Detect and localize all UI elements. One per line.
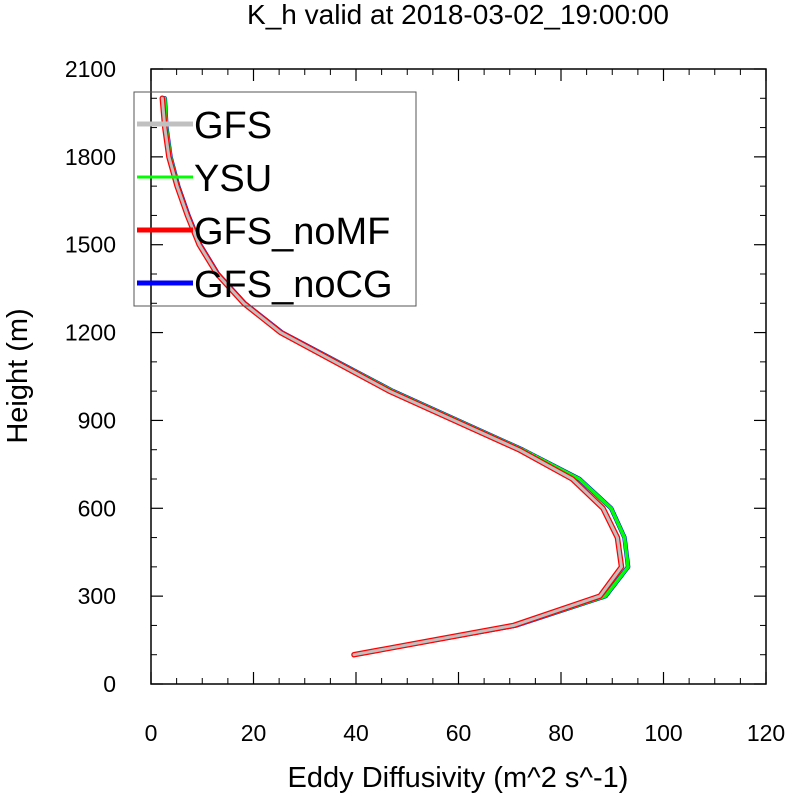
y-tick-label: 1200 (65, 320, 116, 346)
y-tick-label: 1500 (65, 232, 116, 258)
legend-label-gfs: GFS (194, 105, 272, 147)
plot-lines (159, 95, 631, 658)
legend-label-ysu: YSU (194, 158, 272, 200)
chart-title: K_h valid at 2018-03-02_19:00:00 (247, 0, 669, 30)
x-tick-label: 60 (446, 720, 472, 746)
x-axis-tick-labels: 0 20 40 60 80 100 120 (145, 720, 786, 746)
x-tick-label: 120 (747, 720, 785, 746)
x-tick-label: 100 (644, 720, 682, 746)
y-axis-ticks (151, 68, 766, 685)
y-tick-label: 900 (78, 407, 116, 433)
x-axis-ticks (150, 69, 767, 684)
y-tick-label: 1800 (65, 144, 116, 170)
y-tick-label: 0 (103, 671, 116, 697)
legend-label-gfs-nocg: GFS_noCG (194, 264, 393, 306)
y-tick-label: 600 (78, 495, 116, 521)
legend: GFS YSU GFS_noMF GFS_noCG (133, 91, 417, 307)
x-tick-label: 0 (145, 720, 158, 746)
x-tick-label: 40 (343, 720, 369, 746)
series-line-gfs (160, 96, 623, 657)
legend-box (133, 91, 417, 307)
y-tick-label: 2100 (65, 56, 116, 82)
legend-label-gfs-nomf: GFS_noMF (194, 211, 390, 253)
x-tick-label: 80 (548, 720, 574, 746)
y-tick-label: 300 (78, 583, 116, 609)
x-axis-label: Eddy Diffusivity (m^2 s^-1) (288, 762, 629, 794)
y-axis-label: Height (m) (2, 308, 34, 443)
y-axis-tick-labels: 0 300 600 900 1200 1500 1800 2100 (65, 56, 116, 697)
x-tick-label: 20 (241, 720, 267, 746)
